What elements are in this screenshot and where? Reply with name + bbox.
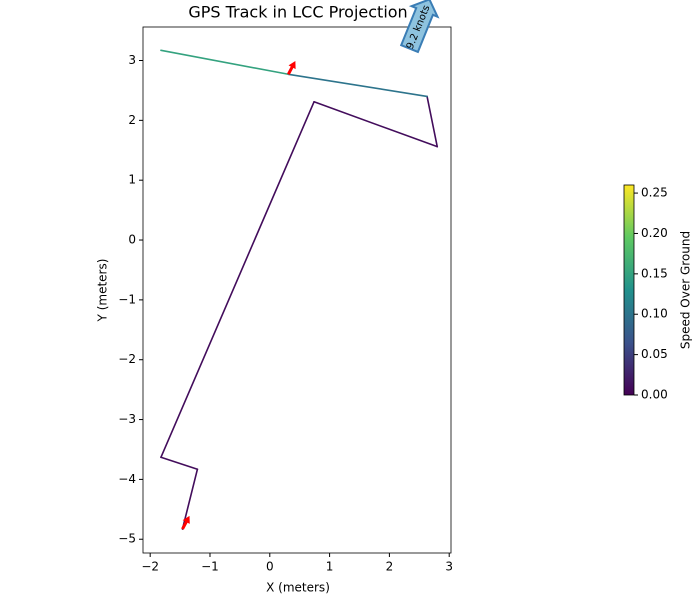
y-tick-label: 0 [128,233,136,247]
colorbar-tick-label: 0.10 [641,307,668,321]
x-tick-label: 2 [386,560,394,574]
x-axis-label: X (meters) [266,581,330,595]
colorbar-tick-label: 0.15 [641,266,668,280]
heading-arrow-shape [287,61,296,75]
y-tick-label: −1 [118,292,136,306]
track-segment [160,101,315,459]
y-tick-label: 1 [128,173,136,187]
track-segment [160,456,199,471]
track-segment [160,49,290,76]
track-segment [287,73,428,98]
y-tick-label: −5 [118,532,136,546]
y-tick-label: −2 [118,352,136,366]
colorbar [623,184,635,396]
colorbar-label: Speed Over Ground [679,231,693,349]
y-tick-label: 3 [128,53,136,67]
heading-arrow [181,515,190,530]
colorbar-tick-label: 0.05 [641,347,668,361]
colorbar-tick-label: 0.20 [641,226,668,240]
colorbar-tick-label: 0.25 [641,186,668,200]
track-segment [426,95,439,148]
colorbar-tick-label: 0.00 [641,388,668,402]
x-tick-label: 1 [326,560,334,574]
y-axis-label: Y (meters) [96,259,110,323]
chart-title: GPS Track in LCC Projection [188,3,407,22]
heading-arrow [287,61,296,75]
x-tick-label: −2 [141,560,159,574]
y-tick-label: 2 [128,113,136,127]
track-segment [313,101,439,148]
y-tick-label: −3 [118,412,136,426]
heading-arrow-shape [181,515,190,530]
plot-area [142,26,452,554]
y-tick-label: −4 [118,472,136,486]
x-tick-label: 3 [445,560,453,574]
annotation-arrow [399,0,440,54]
x-tick-label: −1 [201,560,219,574]
x-tick-label: 0 [266,560,274,574]
